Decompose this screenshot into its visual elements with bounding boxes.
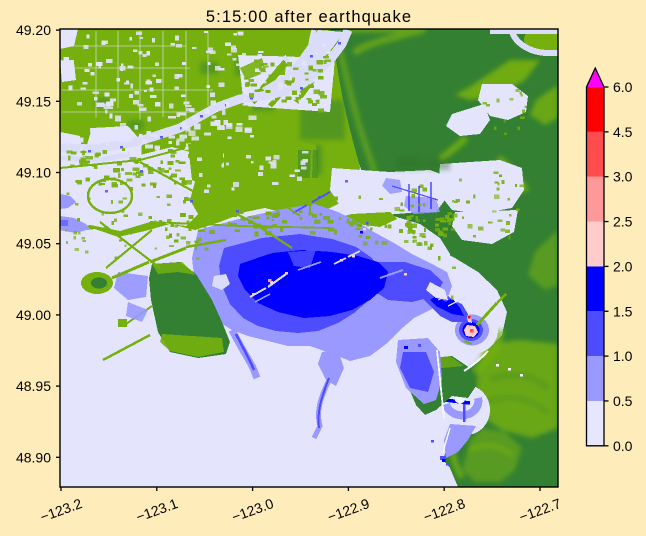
svg-text:4.5: 4.5 [613, 124, 633, 140]
svg-text:−122.7: −122.7 [517, 495, 563, 525]
svg-text:−122.9: −122.9 [325, 495, 371, 525]
svg-text:49.15: 49.15 [16, 93, 51, 109]
svg-text:49.05: 49.05 [16, 236, 51, 252]
svg-text:−123.0: −123.0 [230, 495, 276, 525]
svg-text:1.5: 1.5 [613, 303, 633, 319]
svg-text:0.5: 0.5 [613, 393, 633, 409]
svg-text:2.0: 2.0 [613, 258, 633, 274]
svg-text:49.00: 49.00 [16, 307, 51, 323]
svg-text:49.10: 49.10 [16, 165, 51, 181]
svg-text:−123.2: −123.2 [38, 495, 84, 525]
svg-text:2.5: 2.5 [613, 214, 633, 230]
svg-text:48.95: 48.95 [16, 378, 51, 394]
svg-text:−122.8: −122.8 [421, 495, 467, 525]
svg-text:6.0: 6.0 [613, 79, 633, 95]
svg-text:48.90: 48.90 [16, 449, 51, 465]
svg-text:49.20: 49.20 [16, 22, 51, 38]
svg-text:0.0: 0.0 [613, 438, 633, 454]
svg-text:3.0: 3.0 [613, 169, 633, 185]
svg-text:5:15:00 after earthquake: 5:15:00 after earthquake [206, 8, 412, 26]
svg-text:1.0: 1.0 [613, 348, 633, 364]
svg-text:−123.1: −123.1 [134, 495, 180, 525]
